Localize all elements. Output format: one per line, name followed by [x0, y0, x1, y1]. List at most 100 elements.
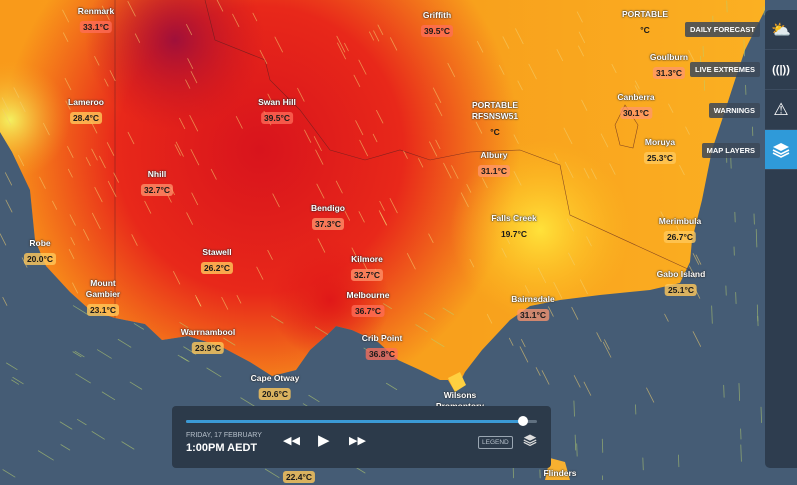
rewind-button[interactable]: ◀◀	[283, 434, 300, 447]
timeline-slider[interactable]	[186, 420, 537, 423]
place-name: PORTABLE	[622, 9, 668, 20]
temperature-badge: 26.7°C	[664, 231, 696, 243]
place-name: Goulburn	[650, 52, 688, 63]
place-name: Crib Point	[362, 333, 403, 344]
layers-icon	[772, 141, 790, 159]
place-label[interactable]: Swan Hill 39.5°C	[258, 97, 296, 126]
place-label[interactable]: Bairnsdale 31.1°C	[511, 294, 554, 323]
temperature-badge: 32.7°C	[141, 184, 173, 196]
place-label[interactable]: Lameroo 28.4°C	[68, 97, 104, 126]
wind-streak	[575, 435, 576, 450]
timeline-progress	[186, 420, 523, 423]
place-label[interactable]: Crib Point 36.8°C	[362, 333, 403, 362]
temperature-badge: 28.4°C	[70, 112, 102, 124]
place-label[interactable]: Gabo Island 25.1°C	[657, 269, 706, 298]
map-layers-tooltip: MAP LAYERS	[702, 143, 760, 158]
place-name: PORTABLE RFSNSW51	[465, 100, 525, 122]
temperature-badge: 36.8°C	[366, 348, 398, 360]
daily-forecast-button[interactable]: ⛅	[765, 10, 797, 50]
place-label[interactable]: Mount Gambier 23.1°C	[73, 278, 133, 318]
place-label[interactable]: Merimbula 26.7°C	[659, 216, 702, 245]
temperature-badge: 19.7°C	[498, 228, 530, 240]
place-label[interactable]: Robe 20.0°C	[24, 238, 56, 267]
temperature-badge: 31.3°C	[653, 67, 685, 79]
place-name: Melbourne	[347, 290, 390, 301]
temperature-badge: 22.4°C	[283, 471, 315, 483]
warnings-tooltip: WARNINGS	[709, 103, 760, 118]
temperature-badge: 26.2°C	[201, 262, 233, 274]
wind-streak	[574, 401, 575, 416]
wind-streak	[761, 407, 762, 422]
temperature-badge: 36.7°C	[352, 305, 384, 317]
place-label[interactable]: Renmark 33.1°C	[78, 6, 114, 35]
temperature-badge: 23.1°C	[87, 304, 119, 316]
place-name: Flinders	[543, 468, 576, 479]
fast-forward-icon: ▶▶	[349, 435, 366, 447]
place-name: Stawell	[201, 247, 233, 258]
temperature-badge: 31.1°C	[478, 165, 510, 177]
temperature-badge: 25.3°C	[644, 152, 676, 164]
map-layers-button[interactable]	[765, 130, 797, 170]
playback-panel: FRIDAY, 17 FEBRUARY 1:00PM AEDT ◀◀ ▶ ▶▶ …	[172, 406, 551, 468]
place-label[interactable]: PORTABLE RFSNSW51 °C	[465, 100, 525, 140]
place-name: Warrnambool	[181, 327, 235, 338]
place-name: Robe	[24, 238, 56, 249]
place-label[interactable]: Stawell 26.2°C	[201, 247, 233, 276]
live-extremes-tooltip: LIVE EXTREMES	[690, 62, 760, 77]
place-name: Nhill	[141, 169, 173, 180]
place-label[interactable]: Goulburn 31.3°C	[650, 52, 688, 81]
daily-forecast-tooltip: DAILY FORECAST	[685, 22, 760, 37]
place-name: Moruya	[644, 137, 676, 148]
temperature-badge: 20.0°C	[24, 253, 56, 265]
place-label[interactable]: Griffith 39.5°C	[421, 10, 453, 39]
temperature-badge: 39.5°C	[421, 25, 453, 37]
temperature-badge: 32.7°C	[351, 269, 383, 281]
place-name: Griffith	[421, 10, 453, 21]
place-name: Canberra	[617, 92, 654, 103]
temperature-badge: 20.6°C	[259, 388, 291, 400]
place-name: Falls Creek	[491, 213, 536, 224]
timeline-handle[interactable]	[518, 416, 528, 426]
warnings-button[interactable]: ⚠	[765, 90, 797, 130]
place-label[interactable]: Canberra 30.1°C	[617, 92, 654, 121]
partly-cloudy-icon: ⛅	[771, 20, 791, 40]
place-name: Gabo Island	[657, 269, 706, 280]
place-label[interactable]: 22.4°C	[283, 467, 315, 485]
place-label[interactable]: PORTABLE °C	[622, 9, 668, 38]
place-name: Lameroo	[68, 97, 104, 108]
place-name: Merimbula	[659, 216, 702, 227]
place-name: Renmark	[78, 6, 114, 17]
temperature-badge: 30.1°C	[620, 107, 652, 119]
place-label[interactable]: Moruya 25.3°C	[644, 137, 676, 166]
temperature-badge: 25.1°C	[665, 284, 697, 296]
temperature-badge: 39.5°C	[261, 112, 293, 124]
place-label[interactable]: Flinders	[543, 468, 576, 479]
layers-icon	[523, 433, 537, 447]
temperature-badge: °C	[487, 126, 503, 138]
place-label[interactable]: Falls Creek 19.7°C	[491, 213, 536, 242]
place-label[interactable]: Melbourne 36.7°C	[347, 290, 390, 319]
temperature-badge: 33.1°C	[80, 21, 112, 33]
play-button[interactable]: ▶	[318, 431, 330, 449]
fast-forward-button[interactable]: ▶▶	[349, 434, 366, 447]
legend-button[interactable]: LEGEND	[478, 436, 513, 449]
temperature-badge: 31.1°C	[517, 309, 549, 321]
live-extremes-button[interactable]: ((|))	[765, 50, 797, 90]
place-name: Bendigo	[311, 203, 345, 214]
temperature-badge: °C	[637, 24, 653, 36]
sidebar: ⛅ ((|)) ⚠	[765, 10, 797, 468]
place-label[interactable]: Nhill 32.7°C	[141, 169, 173, 198]
forecast-date: FRIDAY, 17 FEBRUARY	[186, 432, 262, 439]
temperature-badge: 37.3°C	[312, 218, 344, 230]
layers-button[interactable]	[523, 433, 537, 452]
place-name: Swan Hill	[258, 97, 296, 108]
place-name: Bairnsdale	[511, 294, 554, 305]
place-label[interactable]: Bendigo 37.3°C	[311, 203, 345, 232]
place-name: Mount Gambier	[73, 278, 133, 300]
broadcast-icon: ((|))	[772, 64, 790, 76]
rewind-icon: ◀◀	[283, 435, 300, 447]
